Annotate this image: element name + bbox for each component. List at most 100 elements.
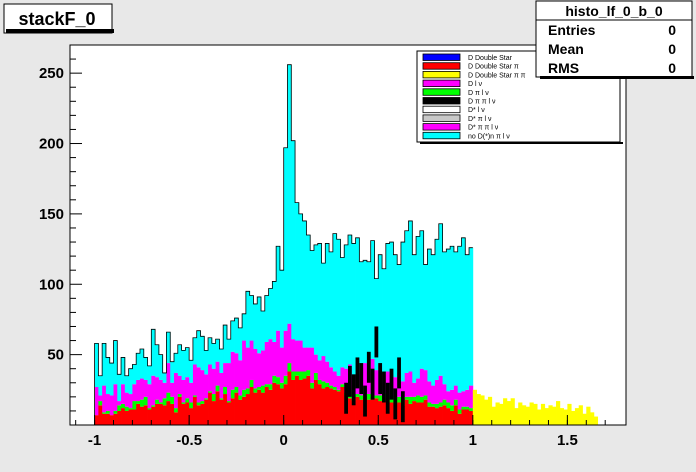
stats-box: histo_lf_0_b_0 Entries 0 Mean 0 RMS 0 [535,0,694,79]
bar-cyan [423,264,428,371]
bar-cyan [283,147,288,331]
bar-magenta [181,379,186,403]
bar-yellow [540,403,546,425]
bar-magenta [238,360,243,396]
bar-red [321,388,326,425]
legend-swatch [422,97,461,105]
bar-magenta [306,347,311,371]
bar-yellow [544,408,549,425]
bar-magenta [408,371,413,397]
bar-cyan [200,336,205,371]
bar-red [366,399,372,425]
bar-green [283,375,288,385]
bar-green [442,399,447,406]
bar-green [317,379,322,385]
bar-red [446,408,451,425]
bar-cyan [453,251,459,386]
x-tick-label: -1 [88,432,101,449]
bar-cyan [147,365,152,385]
bar-yellow [590,412,595,425]
bar-green [177,394,182,397]
bar-green [223,387,228,395]
bar-cyan [226,339,232,364]
bar-green [189,402,194,409]
bar-magenta [317,360,322,380]
bar-red [302,378,307,425]
bar-yellow [491,406,496,425]
bar-green [185,398,190,403]
bar-cyan [336,239,341,376]
bar-cyan [208,337,213,365]
bar-red [200,403,205,425]
bar-magenta [155,377,160,400]
stack-outline [94,64,473,425]
bar-cyan [121,357,126,385]
histogram-bars [94,64,599,425]
bar-magenta [450,389,455,406]
bar-green [453,399,459,406]
bar-cyan [230,320,235,352]
bar-magenta [102,385,107,413]
bar-cyan [351,243,356,378]
bar-magenta [211,368,217,395]
bar-green [230,389,235,399]
bar-magenta [336,375,341,390]
bar-red [313,379,319,425]
bar-magenta [313,354,319,373]
bar-green [332,387,338,390]
bar-magenta [332,371,338,387]
bar-magenta [431,385,436,404]
bar-red [170,403,175,425]
bar-green [419,396,425,403]
bar-cyan [155,344,160,378]
y-tick-label: 150 [39,206,64,223]
bar-black [359,363,364,395]
bar-cyan [162,372,167,383]
bar-red [124,410,130,425]
bar-green [310,382,315,389]
bar-black [355,357,360,389]
bar-red [461,409,466,425]
bar-green [438,402,443,407]
bar-magenta [94,387,99,416]
bar-cyan [382,268,387,375]
legend-swatch [422,105,461,114]
bar-cyan [261,311,266,351]
bar-magenta [283,330,288,376]
bar-red [185,402,190,425]
bar-red [408,403,413,425]
bar-green [208,391,213,393]
bar-black [374,326,379,358]
bar-red [109,415,114,425]
bar-red [287,371,292,425]
bar-yellow [495,402,500,425]
bar-cyan [192,337,198,365]
bar-red [434,408,440,425]
bar-yellow [548,405,553,425]
bar-red [132,409,137,425]
bar-green [465,406,470,410]
bar-magenta [446,391,451,403]
bar-cyan [397,264,402,373]
bar-red [151,406,156,425]
bar-green [450,405,455,411]
bar-magenta [98,395,103,402]
bar-cyan [117,374,122,402]
bar-red [382,401,387,425]
bar-magenta [261,350,266,386]
bar-red [219,399,224,425]
bar-yellow [559,408,564,425]
bar-magenta [257,353,262,387]
y-tick-label: 50 [47,347,64,364]
bar-yellow [476,394,481,425]
bar-red [389,402,394,425]
bar-black [351,374,356,406]
bar-cyan [170,361,175,383]
bar-red [370,396,375,425]
bar-red [139,406,145,425]
bar-cyan [211,343,217,369]
bar-black [382,371,386,403]
bar-magenta [242,340,247,390]
bar-cyan [189,360,194,383]
bar-yellow [593,416,599,425]
